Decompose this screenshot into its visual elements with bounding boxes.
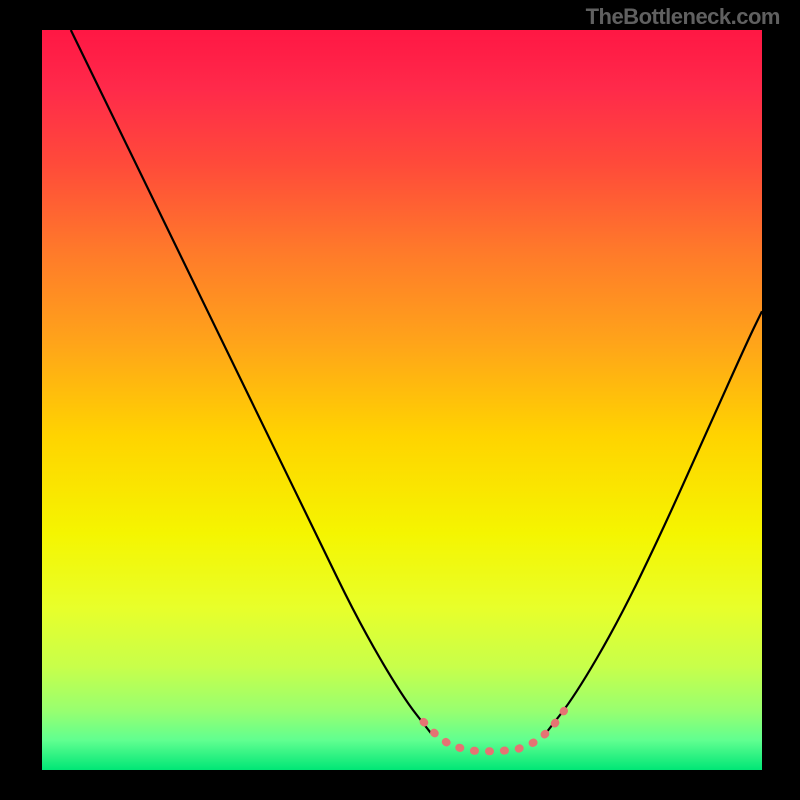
gradient-background (42, 30, 762, 770)
bottleneck-chart (0, 0, 800, 800)
chart-container: TheBottleneck.com (0, 0, 800, 800)
